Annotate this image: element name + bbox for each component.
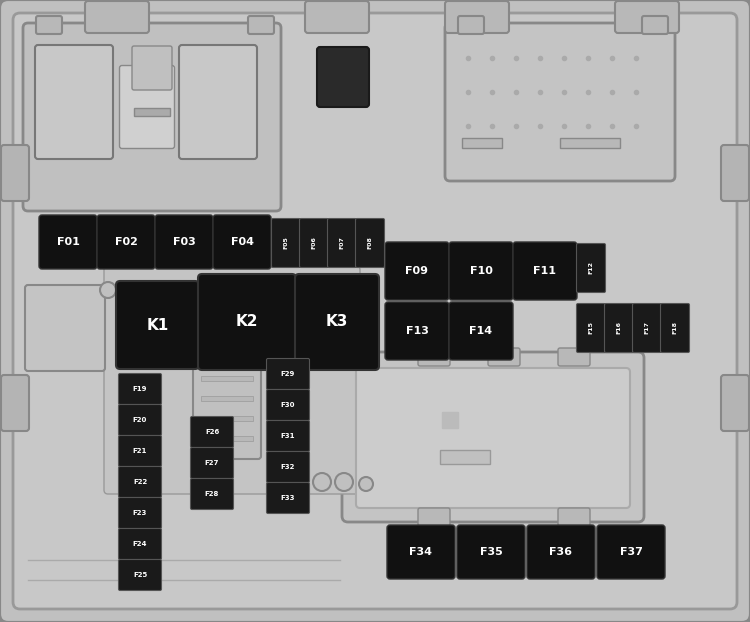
FancyBboxPatch shape bbox=[272, 218, 301, 267]
FancyBboxPatch shape bbox=[266, 483, 310, 514]
FancyBboxPatch shape bbox=[577, 304, 605, 353]
Text: F04: F04 bbox=[230, 237, 254, 247]
FancyBboxPatch shape bbox=[418, 348, 450, 366]
FancyBboxPatch shape bbox=[266, 389, 310, 420]
FancyBboxPatch shape bbox=[295, 274, 379, 370]
FancyBboxPatch shape bbox=[342, 352, 644, 522]
FancyBboxPatch shape bbox=[1, 145, 29, 201]
Text: F28: F28 bbox=[205, 491, 219, 497]
Text: F30: F30 bbox=[280, 402, 296, 408]
Bar bbox=[201, 376, 253, 381]
Text: F09: F09 bbox=[406, 266, 428, 276]
FancyBboxPatch shape bbox=[193, 353, 261, 459]
FancyBboxPatch shape bbox=[661, 304, 689, 353]
FancyBboxPatch shape bbox=[25, 285, 105, 371]
Text: F25: F25 bbox=[133, 572, 147, 578]
Text: F13: F13 bbox=[406, 326, 428, 336]
Text: K2: K2 bbox=[236, 315, 258, 330]
FancyBboxPatch shape bbox=[418, 508, 450, 526]
Text: F11: F11 bbox=[533, 266, 556, 276]
Text: F23: F23 bbox=[133, 510, 147, 516]
FancyBboxPatch shape bbox=[299, 218, 328, 267]
Text: F08: F08 bbox=[368, 236, 373, 249]
FancyBboxPatch shape bbox=[118, 435, 161, 466]
FancyBboxPatch shape bbox=[305, 1, 369, 33]
FancyBboxPatch shape bbox=[721, 145, 749, 201]
FancyBboxPatch shape bbox=[13, 13, 737, 609]
Text: F17: F17 bbox=[644, 322, 650, 335]
Text: K1: K1 bbox=[146, 317, 169, 333]
Circle shape bbox=[313, 473, 331, 491]
FancyBboxPatch shape bbox=[266, 420, 310, 452]
FancyBboxPatch shape bbox=[36, 16, 62, 34]
Bar bbox=[462, 138, 502, 148]
Text: F01: F01 bbox=[56, 237, 80, 247]
FancyBboxPatch shape bbox=[97, 215, 155, 269]
FancyBboxPatch shape bbox=[642, 16, 668, 34]
FancyBboxPatch shape bbox=[449, 302, 513, 360]
FancyBboxPatch shape bbox=[39, 215, 97, 269]
FancyBboxPatch shape bbox=[513, 242, 577, 300]
Text: F02: F02 bbox=[115, 237, 137, 247]
FancyBboxPatch shape bbox=[597, 525, 665, 579]
Text: F31: F31 bbox=[280, 433, 296, 439]
FancyBboxPatch shape bbox=[385, 242, 449, 300]
FancyBboxPatch shape bbox=[458, 16, 484, 34]
FancyBboxPatch shape bbox=[198, 274, 296, 370]
Text: F33: F33 bbox=[280, 495, 296, 501]
Circle shape bbox=[359, 477, 373, 491]
FancyBboxPatch shape bbox=[604, 304, 634, 353]
FancyBboxPatch shape bbox=[118, 404, 161, 435]
FancyBboxPatch shape bbox=[356, 218, 385, 267]
Text: F36: F36 bbox=[550, 547, 572, 557]
FancyBboxPatch shape bbox=[132, 46, 172, 90]
FancyBboxPatch shape bbox=[615, 1, 679, 33]
Text: F29: F29 bbox=[280, 371, 296, 377]
FancyBboxPatch shape bbox=[116, 281, 199, 369]
FancyBboxPatch shape bbox=[118, 466, 161, 498]
Text: F07: F07 bbox=[340, 236, 344, 249]
FancyBboxPatch shape bbox=[721, 375, 749, 431]
FancyBboxPatch shape bbox=[190, 447, 233, 478]
FancyBboxPatch shape bbox=[385, 302, 449, 360]
Text: F06: F06 bbox=[311, 236, 316, 249]
Bar bbox=[560, 138, 620, 148]
Text: F27: F27 bbox=[205, 460, 219, 466]
Text: F18: F18 bbox=[673, 322, 677, 335]
FancyBboxPatch shape bbox=[179, 45, 257, 159]
FancyBboxPatch shape bbox=[488, 348, 520, 366]
FancyBboxPatch shape bbox=[328, 218, 356, 267]
Circle shape bbox=[335, 473, 353, 491]
Text: F34: F34 bbox=[410, 547, 433, 557]
FancyBboxPatch shape bbox=[449, 242, 513, 300]
Bar bbox=[440, 450, 490, 464]
FancyBboxPatch shape bbox=[118, 498, 161, 529]
FancyBboxPatch shape bbox=[85, 1, 149, 33]
FancyBboxPatch shape bbox=[266, 452, 310, 483]
Text: F14: F14 bbox=[470, 326, 493, 336]
FancyBboxPatch shape bbox=[213, 215, 271, 269]
FancyBboxPatch shape bbox=[558, 508, 590, 526]
Bar bbox=[134, 108, 170, 116]
Text: F24: F24 bbox=[133, 541, 147, 547]
FancyBboxPatch shape bbox=[387, 525, 455, 579]
FancyBboxPatch shape bbox=[632, 304, 662, 353]
Text: F10: F10 bbox=[470, 266, 493, 276]
FancyBboxPatch shape bbox=[190, 417, 233, 447]
FancyBboxPatch shape bbox=[119, 65, 175, 149]
FancyBboxPatch shape bbox=[23, 23, 281, 211]
Text: F21: F21 bbox=[133, 448, 147, 454]
Text: F19: F19 bbox=[133, 386, 147, 392]
FancyBboxPatch shape bbox=[457, 525, 525, 579]
Bar bbox=[201, 396, 253, 401]
FancyBboxPatch shape bbox=[356, 368, 630, 508]
Bar bbox=[201, 436, 253, 441]
FancyBboxPatch shape bbox=[445, 23, 675, 181]
Text: F20: F20 bbox=[133, 417, 147, 423]
FancyBboxPatch shape bbox=[558, 348, 590, 366]
FancyBboxPatch shape bbox=[118, 529, 161, 560]
FancyBboxPatch shape bbox=[35, 45, 113, 159]
Circle shape bbox=[100, 282, 116, 298]
Text: F03: F03 bbox=[172, 237, 195, 247]
